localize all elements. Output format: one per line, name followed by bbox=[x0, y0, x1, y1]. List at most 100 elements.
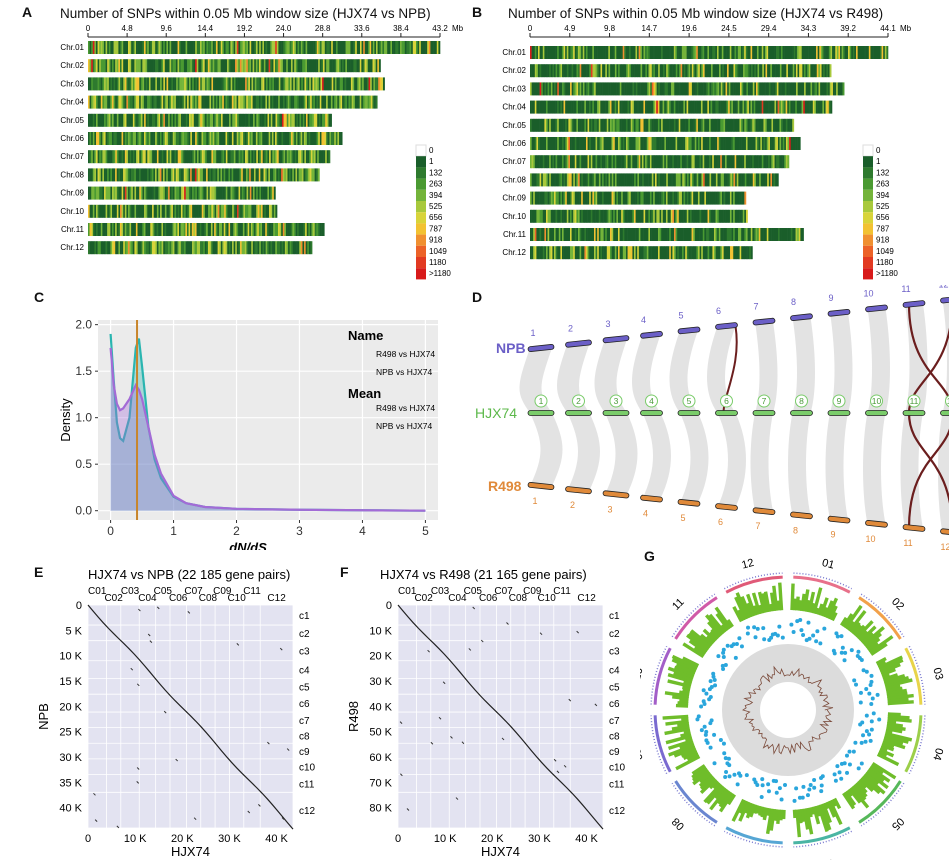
snp-histogram-bar bbox=[876, 752, 900, 767]
right-chromosome-label: c2 bbox=[609, 629, 620, 640]
hjx74-chromosome-label: 3 bbox=[614, 396, 619, 406]
snp-histogram-bar bbox=[715, 612, 730, 631]
snp-histogram-bar bbox=[714, 786, 726, 800]
snp-histogram-bar bbox=[686, 752, 700, 762]
chromosome-label: Chr.12 bbox=[502, 248, 526, 257]
y-tick-label: 2.0 bbox=[75, 318, 92, 332]
scatter-point bbox=[814, 639, 819, 644]
ring-ticks bbox=[650, 645, 668, 705]
scatter-point bbox=[771, 778, 776, 783]
snp-histogram-bar bbox=[814, 607, 820, 615]
snp-histogram-bar bbox=[667, 666, 695, 679]
axis-tick-label: 28.8 bbox=[315, 24, 331, 33]
npb-chromosome bbox=[940, 295, 949, 304]
chromosome-label: Chr.11 bbox=[61, 225, 85, 234]
r498-chromosome-label: 1 bbox=[532, 496, 537, 506]
snp-histogram-bar bbox=[706, 784, 724, 805]
genome-label-npb: NPB bbox=[496, 340, 526, 356]
ring-ticks bbox=[723, 572, 783, 590]
npb-chromosome-label: 5 bbox=[678, 310, 683, 320]
y-tick-label: 60 K bbox=[369, 752, 392, 764]
snp-histogram-bar bbox=[867, 768, 885, 783]
right-chromosome-label: c11 bbox=[299, 779, 315, 790]
top-chromosome-label: C11 bbox=[553, 586, 571, 597]
snp-histogram-bar bbox=[677, 701, 689, 706]
snp-histogram-bar bbox=[878, 750, 888, 758]
x-tick-label: 3 bbox=[296, 524, 303, 538]
legend-label: 263 bbox=[876, 180, 890, 189]
snp-histogram-bar bbox=[662, 714, 689, 720]
snp-histogram-bar bbox=[714, 606, 732, 630]
scatter-point bbox=[782, 783, 787, 788]
dot bbox=[594, 703, 598, 707]
snp-histogram-bar bbox=[758, 604, 764, 614]
r498-chromosome bbox=[602, 490, 630, 499]
scatter-point bbox=[761, 626, 766, 631]
chromosome-label: Chr.02 bbox=[502, 66, 526, 75]
snp-histogram-bar bbox=[672, 695, 689, 701]
top-chromosome-label: C05 bbox=[464, 586, 483, 597]
x-axis-label: HJX74 bbox=[481, 844, 520, 859]
snp-histogram-bar bbox=[682, 750, 698, 760]
top-chromosome-label: C07 bbox=[184, 586, 203, 597]
top-chromosome-label: C10 bbox=[537, 593, 556, 604]
scatter-point bbox=[709, 718, 714, 723]
scatter-point bbox=[856, 766, 861, 771]
axis-tick-label: 19.6 bbox=[681, 24, 697, 33]
scatter-point bbox=[702, 724, 707, 729]
synteny-ribbon bbox=[792, 317, 815, 413]
panel-label-c: C bbox=[34, 289, 45, 305]
snp-histogram-bar bbox=[705, 614, 724, 636]
snp-histogram-bar bbox=[865, 637, 881, 650]
snp-histogram-bar bbox=[693, 646, 706, 656]
top-chromosome-label: C09 bbox=[213, 586, 232, 597]
scatter-point bbox=[801, 784, 806, 789]
y-tick-label: 30 K bbox=[369, 676, 392, 688]
x-tick-label: 10 K bbox=[124, 833, 147, 845]
npb-chromosome bbox=[677, 326, 701, 335]
dot bbox=[455, 797, 459, 800]
panel-label-b: B bbox=[472, 4, 483, 20]
chromosome-label: 07 bbox=[740, 856, 755, 860]
legend-swatch bbox=[863, 178, 873, 190]
dot bbox=[281, 817, 285, 820]
snp-histogram-bar bbox=[848, 787, 862, 804]
snp-histogram-bar bbox=[797, 809, 803, 824]
snp-histogram-bar bbox=[795, 809, 802, 838]
scatter-point bbox=[737, 636, 742, 641]
snp-histogram-bar bbox=[857, 779, 867, 789]
synteny-ribbon bbox=[750, 413, 773, 512]
r498-chromosome bbox=[790, 511, 813, 520]
snp-histogram-bar bbox=[800, 808, 806, 822]
dot bbox=[400, 773, 403, 777]
synteny-ribbon bbox=[707, 326, 736, 413]
snp-histogram-bar bbox=[807, 591, 816, 613]
snp-histogram-bar bbox=[790, 583, 795, 611]
chromosome-bar bbox=[88, 168, 320, 182]
chromosome-label: Chr.08 bbox=[502, 175, 526, 184]
snp-histogram-bar bbox=[886, 724, 906, 732]
chromosome-label: 10 bbox=[640, 666, 646, 681]
chromosome-bar bbox=[88, 132, 343, 145]
scatter-point bbox=[856, 649, 861, 654]
snp-histogram-bar bbox=[816, 603, 824, 616]
snp-histogram-bar bbox=[667, 673, 693, 684]
snp-histogram-bar bbox=[884, 678, 913, 689]
scatter-point bbox=[858, 690, 863, 695]
top-chromosome-label: C07 bbox=[494, 586, 513, 597]
plot-background bbox=[98, 320, 438, 520]
legend-item: NPB vs HJX74 bbox=[376, 367, 432, 377]
panel-label-g: G bbox=[644, 548, 655, 564]
chromosome-ring-segment bbox=[793, 575, 851, 594]
axis-tick-label: 14.7 bbox=[642, 24, 658, 33]
npb-chromosome-label: 10 bbox=[863, 288, 873, 298]
scatter-point bbox=[864, 713, 869, 718]
legend-swatch bbox=[863, 156, 873, 168]
legend-label: 1049 bbox=[876, 247, 894, 256]
hjx74-chromosome-marker bbox=[534, 394, 548, 408]
legend-label: >1180 bbox=[876, 269, 898, 278]
right-chromosome-label: c8 bbox=[299, 731, 310, 742]
x-tick-label: 30 K bbox=[218, 833, 241, 845]
scatter-point bbox=[733, 655, 738, 660]
inner-line-track bbox=[742, 665, 834, 755]
